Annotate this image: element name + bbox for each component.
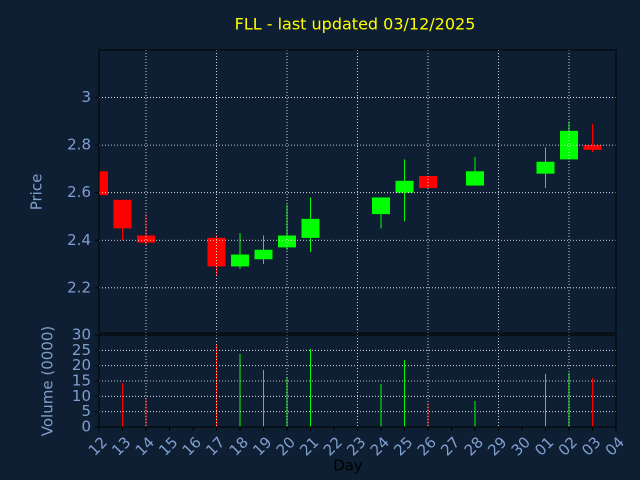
y-tick-label: 30 [72,326,91,344]
price-plot [99,121,602,276]
volume-bar [568,373,570,427]
y-tick-label: 25 [72,341,91,359]
volume-bar [145,397,147,427]
y-tick-label: 10 [72,387,91,405]
candle-body [207,237,226,267]
volume-bar [404,360,405,427]
volume-bar [545,373,546,427]
y-tick-label: 20 [72,356,91,374]
volume-bar [427,403,429,427]
candle-body [254,249,273,260]
volume-bar [122,383,123,427]
volume-bar [380,384,382,427]
candle-body [113,199,132,229]
candle-body [372,197,390,215]
y-tick-label: 5 [81,402,91,420]
candle-body [560,130,578,160]
volume-bar [263,369,264,427]
y-axis-label: Volume (0000) [39,326,57,436]
candle-body [231,254,249,267]
candle-body [99,171,108,196]
candle-body [583,145,602,150]
y-axis-label: Price [28,174,46,211]
y-tick-label: 2.8 [67,136,91,154]
x-axis-label: Day [333,457,363,475]
y-tick-label: 3 [81,88,91,106]
y-tick-label: 2.4 [67,231,91,249]
volume-bar [592,377,593,427]
volume-bar [286,377,288,427]
chart-title: FLL - last updated 03/12/2025 [235,15,476,34]
volume-bar [310,349,311,427]
volume-bar [239,354,241,427]
y-tick-label: 15 [72,372,91,390]
volume-bar [474,400,476,427]
candle-body [301,218,320,238]
y-tick-label: 2.2 [67,278,91,296]
candle-body [536,161,555,174]
candle-body [466,171,484,186]
candle-body [419,176,437,188]
y-tick-label: 0 [81,418,91,436]
candle-body [395,180,414,193]
y-tick-label: 2.6 [67,183,91,201]
plot-frame [98,49,617,334]
candle-body [278,235,296,248]
